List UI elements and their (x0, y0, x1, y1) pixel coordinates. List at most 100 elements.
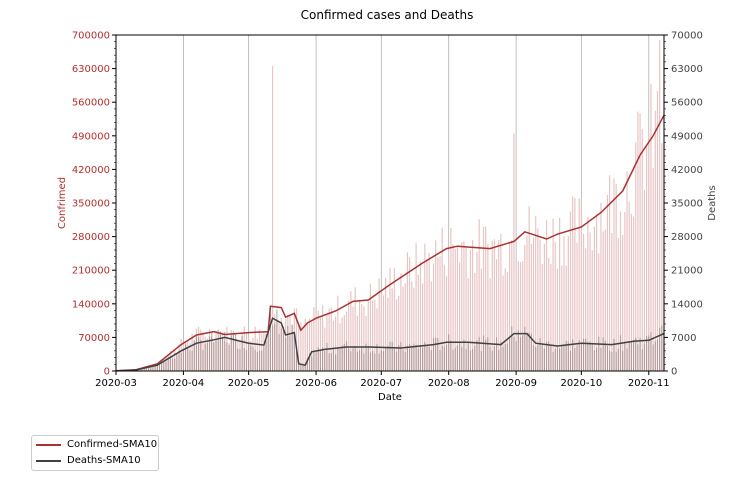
death-bar (265, 333, 267, 371)
death-bar (271, 325, 274, 371)
confirmed-bar (480, 268, 482, 371)
death-bar (543, 348, 545, 371)
death-bar (469, 350, 472, 371)
confirmed-bar (426, 258, 428, 371)
confirmed-bar (393, 268, 395, 371)
death-bar (163, 359, 165, 371)
death-bar (600, 347, 602, 371)
y-left-tick-label: 700000 (72, 31, 110, 42)
confirmed-bar (539, 239, 541, 371)
death-bar (232, 332, 235, 371)
death-bar (495, 337, 498, 371)
confirmed-bar (424, 243, 426, 371)
death-bar (515, 341, 517, 371)
death-bar (382, 351, 385, 371)
confirmed-bar (641, 129, 643, 371)
death-bar (191, 350, 193, 371)
death-bar (602, 337, 604, 371)
death-bar (245, 349, 248, 371)
death-bar (545, 341, 548, 371)
confirmed-bar (635, 142, 637, 371)
death-bar (319, 350, 322, 371)
x-tick-label: 2020-03 (95, 378, 137, 389)
confirmed-sma10-line (115, 114, 665, 372)
confirmed-bar (367, 301, 369, 371)
confirmed-bar (489, 278, 491, 371)
confirmed-bar (411, 281, 413, 371)
death-bar (313, 350, 315, 371)
death-bar (339, 349, 341, 371)
confirmed-bar (569, 211, 572, 371)
confirmed-bar (300, 322, 302, 371)
death-bar (626, 348, 628, 371)
death-bar (622, 350, 624, 371)
death-bar (278, 334, 280, 371)
confirmed-bar (535, 216, 537, 371)
confirmed-bar (450, 228, 452, 371)
death-bar (184, 344, 187, 371)
confirmed-bar (485, 226, 487, 371)
confirmed-bar (378, 278, 380, 371)
confirmed-bar (382, 295, 385, 371)
death-bar (337, 347, 339, 371)
death-bar (398, 344, 400, 371)
death-bar (556, 346, 559, 371)
death-bar (298, 361, 300, 371)
death-bar (628, 342, 630, 371)
death-bar (661, 325, 663, 371)
y-left-tick-label: 140000 (72, 299, 110, 310)
confirmed-bar (432, 263, 435, 371)
confirmed-bar (622, 235, 624, 371)
death-bar (519, 337, 522, 371)
x-tick-label: 2020-11 (628, 378, 670, 389)
death-bar (646, 335, 648, 371)
death-bar (489, 346, 491, 371)
confirmed-bar (585, 248, 587, 371)
death-bar (228, 344, 230, 371)
y-right-tick-label: 21000 (671, 266, 703, 277)
death-bar (654, 341, 656, 371)
death-bar (141, 368, 143, 371)
y-right-tick-label: 35000 (671, 199, 703, 210)
confirmed-bar (454, 249, 456, 371)
confirmed-bar (550, 263, 552, 371)
death-bar (578, 340, 580, 371)
death-bar (287, 325, 289, 371)
death-bar (324, 351, 326, 371)
confirmed-bar (545, 220, 548, 371)
confirmed-bar (580, 200, 582, 371)
confirmed-bar (328, 308, 330, 371)
death-bar (535, 347, 537, 371)
death-bar (167, 359, 169, 371)
death-bar (393, 348, 395, 371)
confirmed-bar (543, 243, 545, 371)
death-bar (550, 345, 552, 371)
confirmed-bar (452, 244, 454, 371)
death-bar (430, 350, 432, 371)
death-bar (413, 343, 415, 371)
y-axis-right-label: Deaths (707, 185, 718, 220)
x-tick-label: 2020-10 (560, 378, 602, 389)
confirmed-bar (643, 190, 646, 371)
death-bar (293, 332, 295, 371)
death-bar (193, 340, 195, 371)
confirmed-bar (574, 198, 576, 371)
confirmed-bar (306, 321, 308, 371)
confirmed-bar (317, 310, 319, 371)
death-bar (478, 336, 480, 371)
confirmed-bar (332, 320, 335, 371)
death-bar (415, 344, 417, 371)
death-bar (445, 344, 448, 371)
death-bar (611, 352, 613, 371)
death-bar (630, 341, 632, 371)
confirmed-bar (659, 39, 661, 372)
death-bar (528, 332, 530, 371)
confirmed-bar (319, 316, 322, 371)
death-bar (511, 326, 513, 371)
death-bar (250, 345, 252, 371)
death-bar (537, 344, 539, 371)
confirmed-bar (304, 318, 306, 371)
death-bar (569, 350, 572, 371)
y-left-tick-label: 490000 (72, 131, 110, 142)
